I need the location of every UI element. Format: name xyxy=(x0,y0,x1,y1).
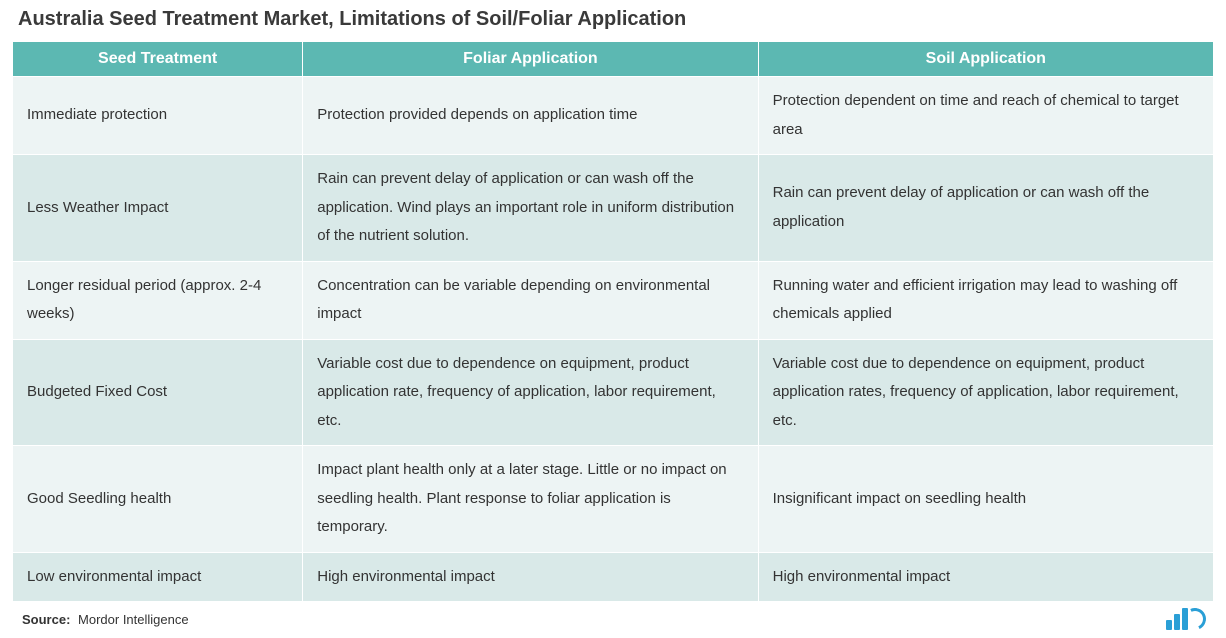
table-row: Longer residual period (approx. 2-4 week… xyxy=(13,261,1214,339)
cell-foliar: Impact plant health only at a later stag… xyxy=(303,446,758,553)
cell-soil: Running water and efficient irrigation m… xyxy=(758,261,1213,339)
cell-seed-treatment: Immediate protection xyxy=(13,77,303,155)
brand-logo-icon xyxy=(1166,608,1214,630)
comparison-table: Seed Treatment Foliar Application Soil A… xyxy=(12,41,1214,602)
table-row: Budgeted Fixed Cost Variable cost due to… xyxy=(13,339,1214,446)
cell-seed-treatment: Longer residual period (approx. 2-4 week… xyxy=(13,261,303,339)
cell-soil: Insignificant impact on seedling health xyxy=(758,446,1213,553)
cell-seed-treatment: Good Seedling health xyxy=(13,446,303,553)
cell-foliar: High environmental impact xyxy=(303,552,758,602)
cell-seed-treatment: Less Weather Impact xyxy=(13,155,303,262)
cell-foliar: Variable cost due to dependence on equip… xyxy=(303,339,758,446)
cell-seed-treatment: Low environmental impact xyxy=(13,552,303,602)
source-row: Source: Mordor Intelligence xyxy=(12,608,1214,630)
source-label: Source: xyxy=(22,612,70,627)
col-header-foliar: Foliar Application xyxy=(303,42,758,77)
cell-soil: High environmental impact xyxy=(758,552,1213,602)
table-row: Good Seedling health Impact plant health… xyxy=(13,446,1214,553)
cell-seed-treatment: Budgeted Fixed Cost xyxy=(13,339,303,446)
cell-foliar: Concentration can be variable depending … xyxy=(303,261,758,339)
table-row: Less Weather Impact Rain can prevent del… xyxy=(13,155,1214,262)
page-title: Australia Seed Treatment Market, Limitat… xyxy=(12,8,1214,31)
col-header-seed-treatment: Seed Treatment xyxy=(13,42,303,77)
source-value: Mordor Intelligence xyxy=(78,612,189,627)
cell-soil: Variable cost due to dependence on equip… xyxy=(758,339,1213,446)
table-row: Low environmental impact High environmen… xyxy=(13,552,1214,602)
cell-foliar: Rain can prevent delay of application or… xyxy=(303,155,758,262)
col-header-soil: Soil Application xyxy=(758,42,1213,77)
table-header-row: Seed Treatment Foliar Application Soil A… xyxy=(13,42,1214,77)
table-row: Immediate protection Protection provided… xyxy=(13,77,1214,155)
cell-foliar: Protection provided depends on applicati… xyxy=(303,77,758,155)
cell-soil: Rain can prevent delay of application or… xyxy=(758,155,1213,262)
cell-soil: Protection dependent on time and reach o… xyxy=(758,77,1213,155)
